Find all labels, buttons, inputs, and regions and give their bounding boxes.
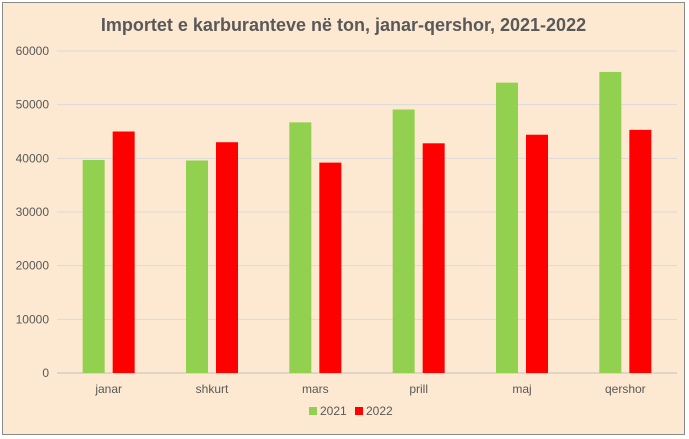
- bar-2021-prill: [392, 109, 415, 373]
- y-tick-label: 60000: [16, 44, 50, 58]
- bar-2022-qershor: [629, 129, 652, 373]
- bar-chart: 0 10000 20000 30000 40000 50000 60000 janar shku…: [16, 44, 677, 418]
- y-tick-label: 40000: [16, 151, 50, 165]
- x-tick-label: janar: [94, 382, 122, 396]
- x-tick-label: mars: [302, 382, 329, 396]
- bar-2022-maj: [526, 134, 548, 373]
- legend-swatch-2021: [309, 407, 317, 415]
- legend-label-2022: 2022: [366, 404, 393, 418]
- x-tick-label: qershor: [605, 382, 646, 396]
- bar-2021-maj: [496, 82, 518, 373]
- y-tick-label: 0: [42, 366, 49, 380]
- bar-2022-shkurt: [216, 142, 238, 373]
- bar-2021-qershor: [599, 71, 622, 374]
- x-tick-label: maj: [512, 382, 531, 396]
- legend-label-2021: 2021: [320, 404, 347, 418]
- y-tick-label: 30000: [16, 205, 50, 219]
- y-tick-label: 10000: [16, 312, 50, 326]
- bar-2022-mars: [319, 162, 342, 373]
- chart-frame: Importet e karburanteve në ton, janar-qe…: [2, 2, 685, 435]
- bar-2022-prill: [422, 143, 445, 373]
- chart-title: Importet e karburanteve në ton, janar-qe…: [100, 15, 587, 35]
- legend-swatch-2022: [355, 407, 363, 415]
- bar-2021-shkurt: [186, 160, 208, 373]
- bar-2021-mars: [289, 122, 312, 373]
- y-tick-label: 20000: [16, 259, 50, 273]
- bar-2021-janar: [82, 159, 105, 373]
- x-tick-label: shkurt: [196, 382, 229, 396]
- x-tick-label: prill: [409, 382, 428, 396]
- bar-2022-janar: [112, 131, 135, 373]
- y-tick-label: 50000: [16, 98, 50, 112]
